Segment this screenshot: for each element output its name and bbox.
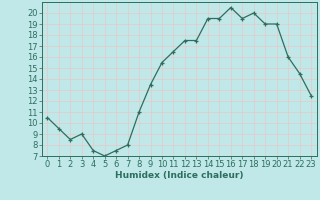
X-axis label: Humidex (Indice chaleur): Humidex (Indice chaleur) — [115, 171, 244, 180]
